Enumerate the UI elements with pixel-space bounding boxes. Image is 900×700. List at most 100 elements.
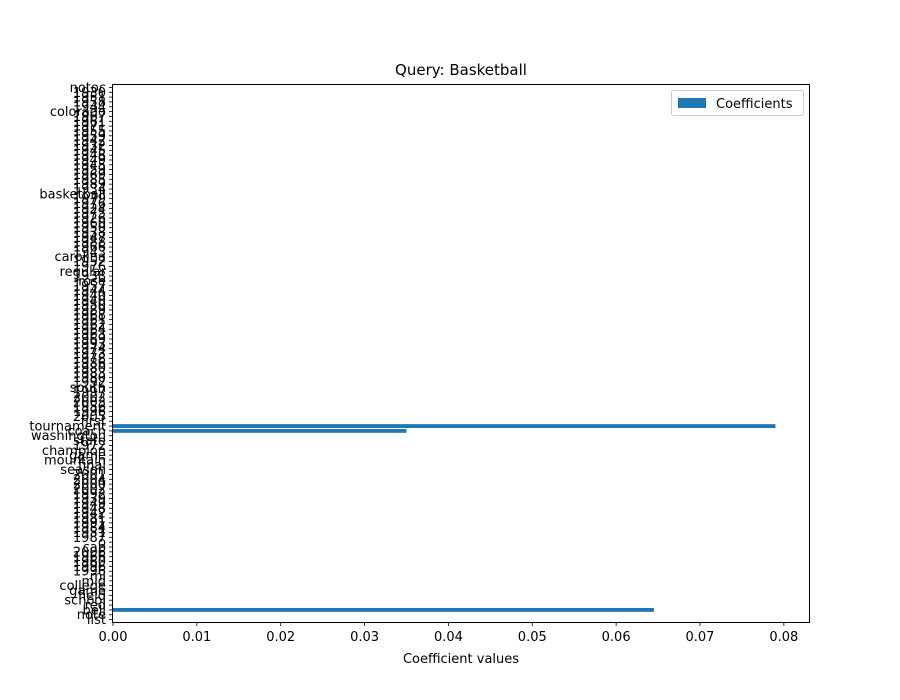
legend-label: Coefficients — [716, 97, 793, 112]
x-tick-label-6: 0.06 — [602, 630, 631, 645]
y-tick-label-35: champion — [42, 444, 106, 459]
y-tick-label-3: red — [85, 599, 106, 614]
y-tick-label-40: tournament — [29, 420, 106, 435]
y-tick-label-99: 1942 — [73, 134, 106, 149]
x-tick-label-5: 0.05 — [518, 630, 547, 645]
y-tick-label-2: bell — [83, 603, 106, 618]
y-tick-label-8: mid — [81, 574, 106, 589]
y-tick-label-7: college — [59, 579, 106, 594]
y-tick-label-104: 1967 — [73, 110, 106, 125]
y-tick-label-56: 1974 — [73, 342, 106, 357]
y-tick-label-52: 1980 — [73, 362, 106, 377]
y-tick-label-71: 1938 — [73, 270, 106, 285]
y-tick-label-83: 1926 — [73, 212, 106, 227]
y-tick-label-95: 1949 — [73, 153, 106, 168]
y-tick-label-38: washington — [31, 429, 106, 444]
y-tick-label-46: 2002 — [73, 391, 106, 406]
y-tick-label-10: 1996 — [73, 565, 106, 580]
y-tick-label-13: 1966 — [73, 550, 106, 565]
y-tick-label-101: 1955 — [73, 124, 106, 139]
y-tick-label-36: 1972 — [73, 439, 106, 454]
y-tick-label-67: 1940 — [73, 289, 106, 304]
y-tick-label-28: 2000 — [73, 478, 106, 493]
y-tick-label-78: 1988 — [73, 236, 106, 251]
y-tick-label-21: 1981 — [73, 511, 106, 526]
y-tick-label-42: 2005 — [73, 410, 106, 425]
y-tick-label-68: 1944 — [73, 284, 106, 299]
x-tick-label-3: 0.03 — [350, 630, 379, 645]
x-tick-label-2: 0.02 — [266, 630, 295, 645]
x-axis-label: Coefficient values — [403, 652, 519, 667]
legend-box — [671, 90, 804, 116]
y-tick-label-96: 1948 — [73, 149, 106, 164]
y-tick-label-34: game — [69, 449, 106, 464]
y-tick-label-75: carolina — [54, 250, 106, 265]
y-tick-label-31: season — [60, 463, 106, 478]
y-tick-label-97: 1945 — [73, 144, 106, 159]
legend: Coefficients — [671, 90, 804, 116]
y-tick-label-91: 1985 — [73, 173, 106, 188]
y-tick-label-50: 1980 — [73, 371, 106, 386]
y-tick-label-60: 1964 — [73, 323, 106, 338]
y-tick-label-61: 1962 — [73, 318, 106, 333]
chart-title: Query: Basketball — [395, 61, 527, 79]
y-tick-label-90: 1989 — [73, 178, 106, 193]
y-tick-label-74: 1952 — [73, 255, 106, 270]
y-tick-label-41: first — [81, 415, 106, 430]
y-tick-label-62: 1961 — [73, 313, 106, 328]
y-tick-label-55: 1973 — [73, 347, 106, 362]
y-tick-label-20: 1991 — [73, 516, 106, 531]
y-tick-label-30: 2001 — [73, 468, 106, 483]
y-tick-label-23: 1948 — [73, 502, 106, 517]
y-tick-label-27: 2002 — [73, 482, 106, 497]
y-tick-label-80: 1938 — [73, 226, 106, 241]
y-tick-label-72: regular — [60, 265, 107, 280]
y-tick-label-25: 1939 — [73, 492, 106, 507]
y-tick-label-108: 1951 — [73, 91, 106, 106]
y-tick-label-6: game — [69, 584, 106, 599]
y-tick-label-105: colorado — [50, 105, 106, 120]
y-tick-label-33: mountain — [44, 453, 106, 468]
y-tick-label-100: 1959 — [73, 129, 106, 144]
bar-40 — [113, 424, 776, 429]
y-tick-label-54: 1978 — [73, 352, 106, 367]
y-tick-label-66: 1940 — [73, 294, 106, 309]
y-tick-label-110: notoc — [70, 81, 106, 96]
y-tick-label-89: 1934 — [73, 183, 106, 198]
y-tick-label-0: list — [87, 613, 106, 628]
y-tick-label-88: basketball — [39, 187, 106, 202]
y-tick-label-63: 1968 — [73, 308, 106, 323]
y-tick-label-107: 1958 — [73, 95, 106, 110]
y-tick-label-9: ml — [90, 570, 106, 585]
y-tick-label-81: 1950 — [73, 221, 106, 236]
y-tick-label-86: 1976 — [73, 197, 106, 212]
x-tick-label-0: 0.00 — [99, 630, 128, 645]
y-tick-label-49: 1992 — [73, 376, 106, 391]
y-tick-label-47: 1997 — [73, 386, 106, 401]
y-axis-ticks: listnotebellredschoolfieldgamecollegemid… — [29, 81, 113, 628]
plot-area-frame — [112, 84, 810, 623]
y-tick-label-93: 1959 — [73, 163, 106, 178]
y-tick-label-51: 1983 — [73, 366, 106, 381]
y-tick-label-48: south — [70, 381, 106, 396]
x-tick-label-8: 0.08 — [769, 630, 798, 645]
x-axis-ticks: 0.00 0.01 0.02 0.03 0.04 0.05 0.06 0.07 0.08 — [99, 622, 798, 645]
y-tick-label-79: 1947 — [73, 231, 106, 246]
y-tick-label-109: 1930 — [73, 86, 106, 101]
y-tick-label-24: 1949 — [73, 497, 106, 512]
y-tick-label-103: 1961 — [73, 115, 106, 130]
y-tick-label-98: 1932 — [73, 139, 106, 154]
bar-39 — [113, 428, 407, 433]
y-tick-label-92: 1969 — [73, 168, 106, 183]
y-tick-label-59: 1963 — [73, 328, 106, 343]
x-tick-label-7: 0.07 — [686, 630, 715, 645]
y-tick-label-73: 1976 — [73, 260, 106, 275]
y-tick-label-5: field — [78, 589, 106, 604]
y-tick-label-32: final — [78, 458, 106, 473]
y-tick-label-37: state — [73, 434, 106, 449]
x-tick-label-1: 0.01 — [182, 630, 211, 645]
x-tick-label-4: 0.04 — [434, 630, 463, 645]
y-tick-label-77: 1966 — [73, 241, 106, 256]
